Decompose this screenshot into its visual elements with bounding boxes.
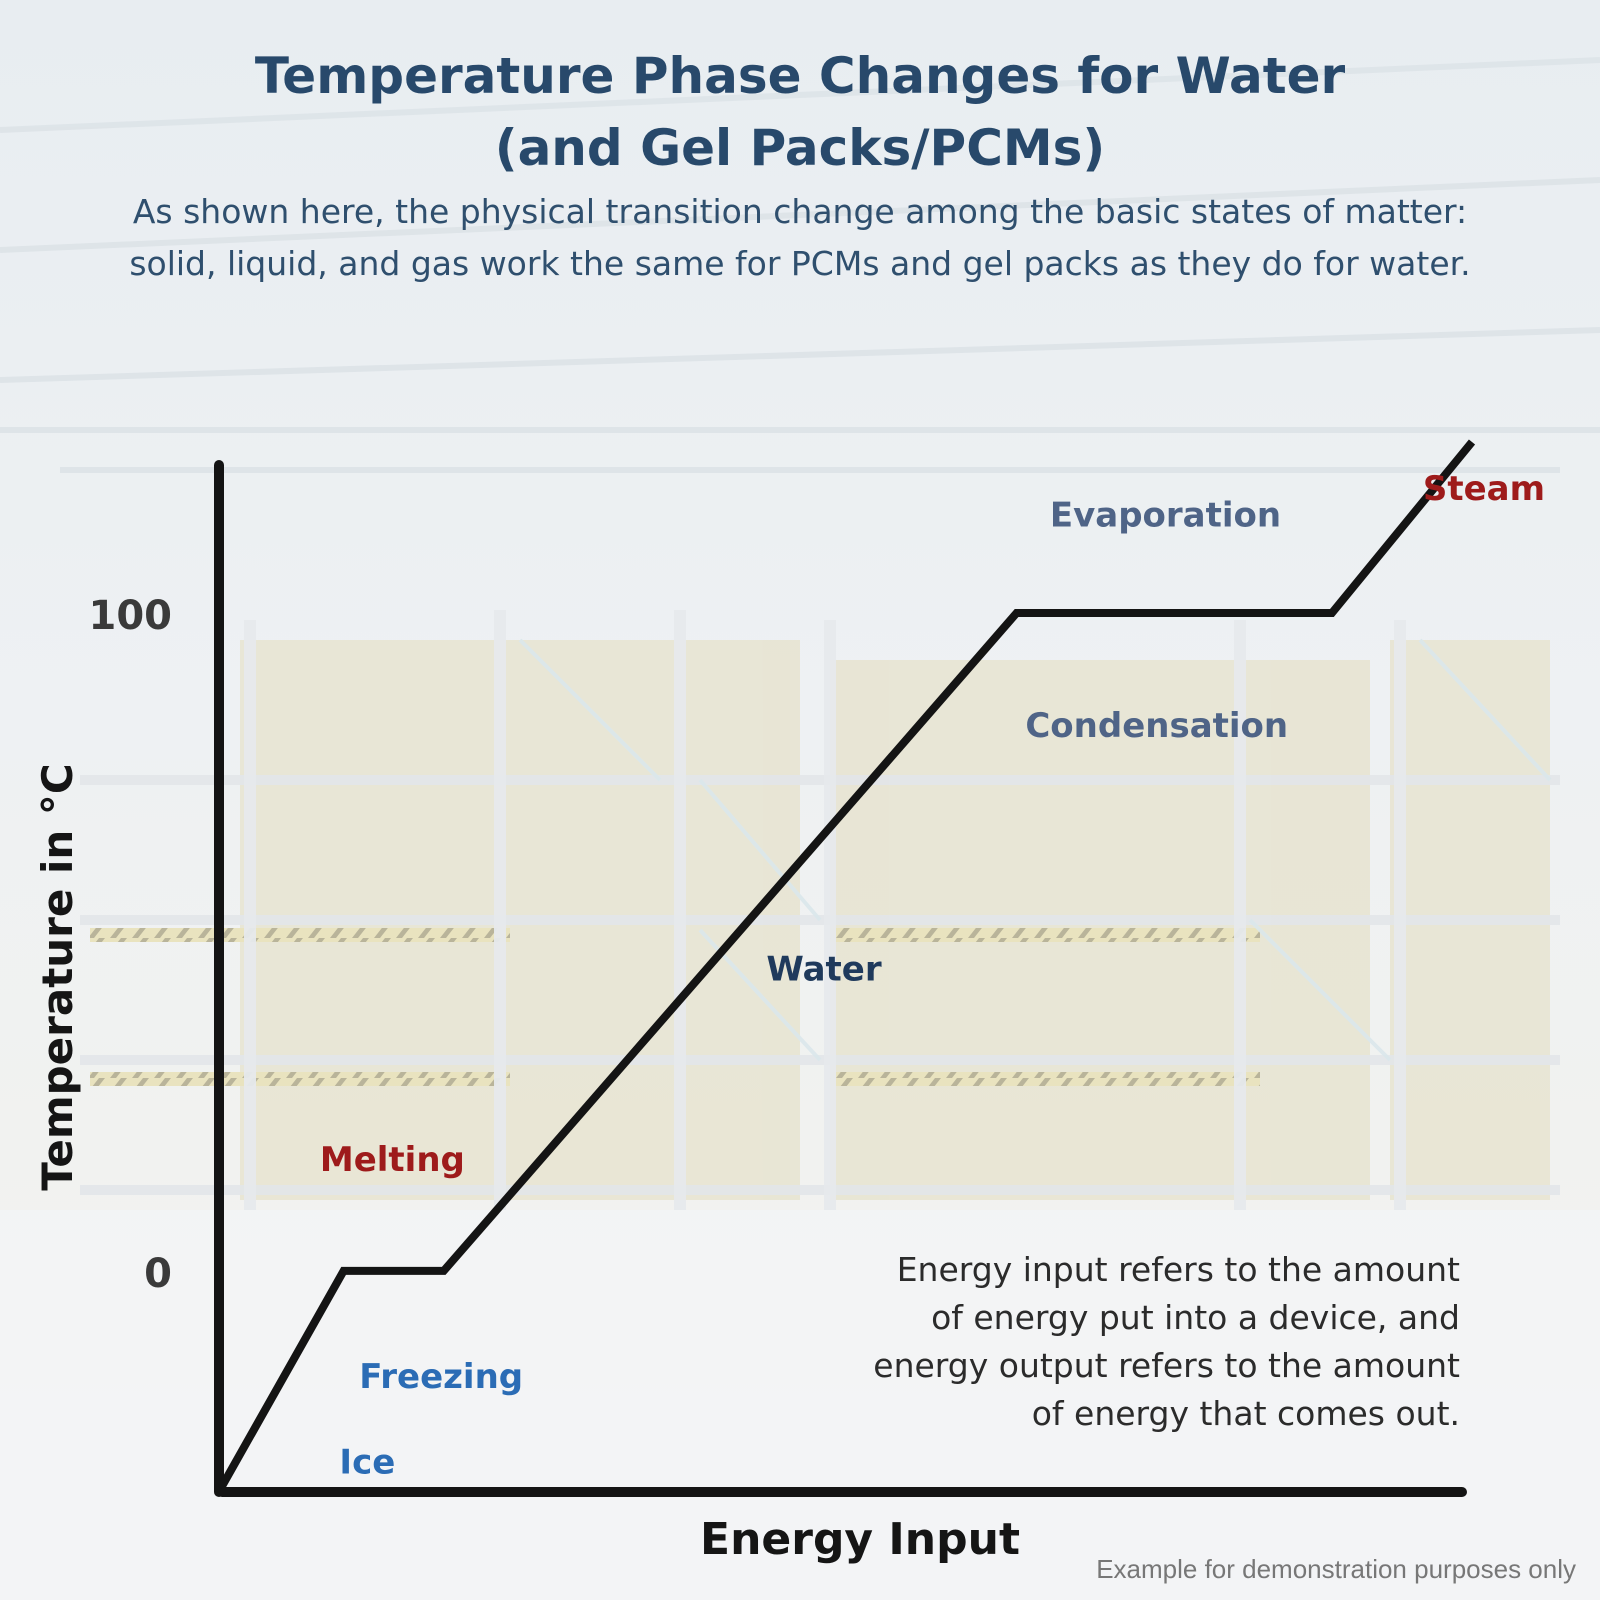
energy-note: Energy input refers to the amount of ene… (873, 1250, 1460, 1433)
title-line-2: (and Gel Packs/PCMs) (494, 119, 1106, 177)
phase-label-melting: Melting (320, 1140, 465, 1180)
phase-label-evaporation: Evaporation (1050, 495, 1281, 535)
phase-label-ice: Ice (339, 1443, 395, 1483)
phase-label-steam: Steam (1423, 469, 1545, 509)
phase-label-water: Water (766, 949, 882, 989)
chart-subtitle: As shown here, the physical transition c… (129, 192, 1471, 283)
temperature-curve (217, 439, 1476, 1490)
y-tick-label: 0 (144, 1251, 172, 1297)
y-axis-label: Temperature in °C (33, 763, 82, 1190)
y-tick-label: 100 (89, 593, 173, 639)
title-line-1: Temperature Phase Changes for Water (254, 47, 1346, 105)
phase-label-condensation: Condensation (1025, 706, 1288, 746)
chart-title: Temperature Phase Changes for Water (and… (100, 40, 1500, 184)
x-axis-label: Energy Input (700, 1514, 1020, 1565)
phase-label-freezing: Freezing (359, 1357, 523, 1397)
footnote: Example for demonstration purposes only (1096, 1554, 1576, 1584)
